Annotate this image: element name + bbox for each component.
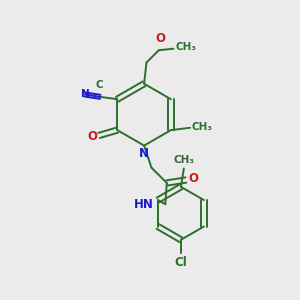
Text: C: C [96, 80, 103, 90]
Text: N: N [139, 147, 149, 160]
Text: N: N [81, 89, 90, 100]
Text: Cl: Cl [175, 256, 187, 269]
Text: CH₃: CH₃ [191, 122, 212, 132]
Text: HN: HN [134, 198, 154, 211]
Text: CH₃: CH₃ [175, 42, 196, 52]
Text: O: O [156, 32, 166, 45]
Text: O: O [188, 172, 198, 185]
Text: CH₃: CH₃ [174, 155, 195, 165]
Text: O: O [87, 130, 97, 143]
